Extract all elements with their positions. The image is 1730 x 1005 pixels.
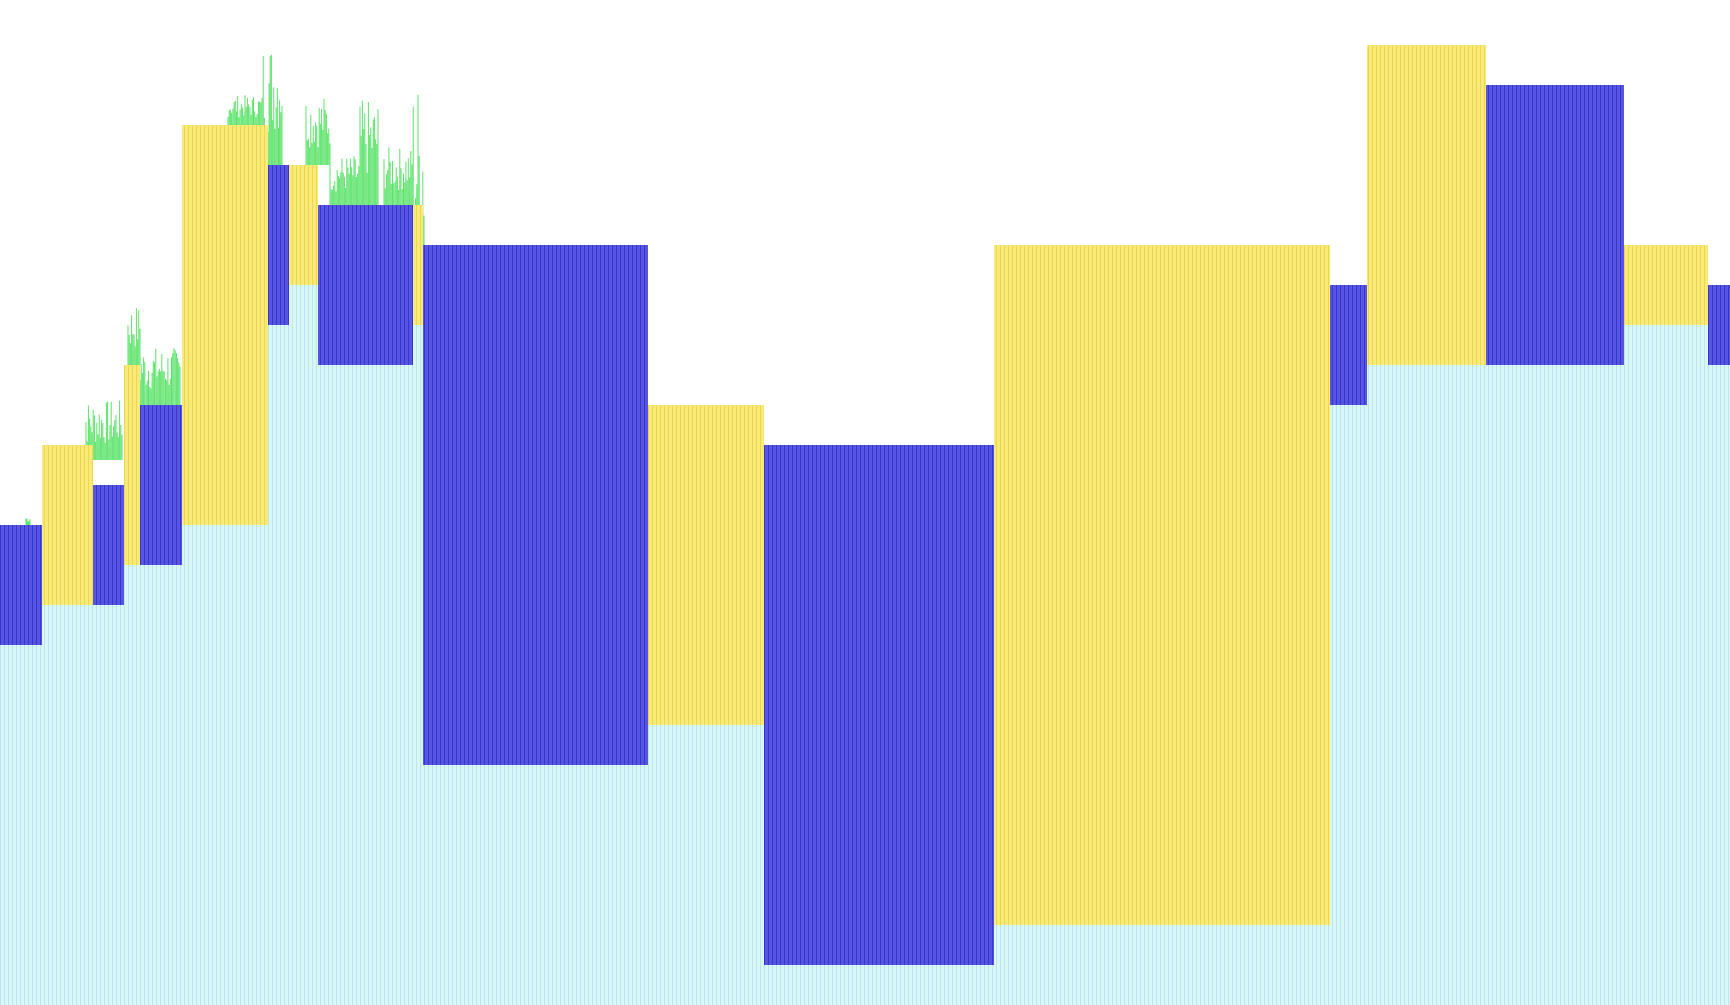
down-block <box>318 205 413 365</box>
baseline-column <box>42 605 93 1005</box>
down-block <box>140 405 182 565</box>
baseline-column <box>1624 325 1708 1005</box>
baseline-column <box>1486 365 1624 1005</box>
wick-line <box>329 156 361 205</box>
down-block <box>1486 85 1624 365</box>
baseline-column <box>124 565 140 1005</box>
wick-line <box>85 400 123 460</box>
down-block <box>1330 285 1367 405</box>
wick-line <box>359 100 379 205</box>
baseline-column <box>318 365 413 1005</box>
down-block <box>93 485 124 605</box>
wick-line <box>383 147 413 205</box>
up-block <box>1367 45 1486 365</box>
up-block <box>994 245 1330 925</box>
baseline-column <box>648 725 764 1005</box>
baseline-column <box>93 605 124 1005</box>
up-block <box>182 125 268 525</box>
up-block <box>289 165 318 285</box>
up-block <box>648 405 764 725</box>
up-block <box>124 365 140 565</box>
wick-line <box>305 98 331 165</box>
down-block <box>268 165 289 325</box>
baseline-column <box>1708 365 1730 1005</box>
wick-line <box>127 308 141 365</box>
baseline-column <box>413 325 423 1005</box>
down-block <box>423 245 648 765</box>
baseline-column <box>1367 365 1486 1005</box>
baseline-column <box>140 565 182 1005</box>
down-block <box>1708 285 1730 365</box>
baseline-column <box>268 325 289 1005</box>
baseline-column <box>764 965 994 1005</box>
baseline-layer <box>0 285 1730 1005</box>
baseline-column <box>423 765 648 1005</box>
wick-line <box>25 518 31 525</box>
wick-line <box>227 95 263 125</box>
baseline-column <box>182 525 268 1005</box>
down-block <box>764 445 994 965</box>
block-layer <box>0 45 1730 965</box>
up-block <box>42 445 93 605</box>
down-block <box>0 525 42 645</box>
wick-line <box>139 348 181 405</box>
baseline-column <box>289 285 318 1005</box>
up-block <box>1624 245 1708 325</box>
baseline-column <box>0 645 42 1005</box>
up-block <box>413 205 423 325</box>
baseline-column <box>1330 405 1367 1005</box>
baseline-column <box>994 925 1330 1005</box>
